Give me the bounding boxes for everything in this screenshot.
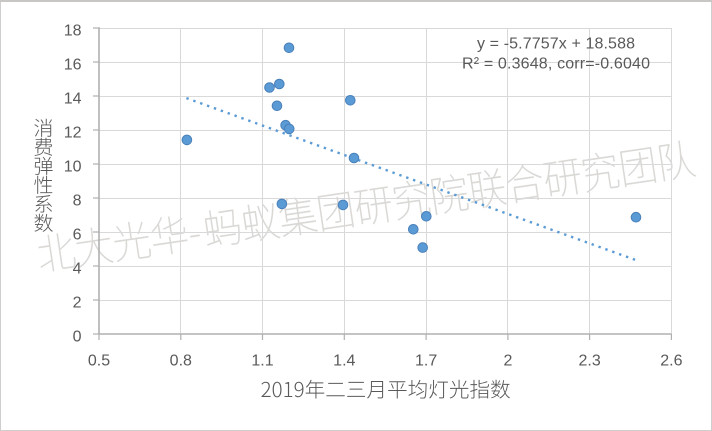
svg-text:1.1: 1.1 xyxy=(251,352,273,369)
svg-text:2: 2 xyxy=(73,295,82,312)
svg-text:R² = 0.3648, corr=-0.6040: R² = 0.3648, corr=-0.6040 xyxy=(462,56,650,73)
svg-text:0.5: 0.5 xyxy=(88,352,110,369)
svg-text:2.3: 2.3 xyxy=(578,352,600,369)
svg-text:10: 10 xyxy=(64,159,82,176)
svg-text:2.6: 2.6 xyxy=(660,352,682,369)
svg-text:12: 12 xyxy=(64,125,82,142)
svg-text:4: 4 xyxy=(73,261,82,278)
svg-text:18: 18 xyxy=(64,23,82,40)
svg-text:2: 2 xyxy=(503,352,512,369)
svg-text:0.8: 0.8 xyxy=(170,352,192,369)
svg-text:1.7: 1.7 xyxy=(415,352,437,369)
svg-text:1.4: 1.4 xyxy=(333,352,355,369)
svg-text:6: 6 xyxy=(73,227,82,244)
svg-text:8: 8 xyxy=(73,193,82,210)
svg-text:0: 0 xyxy=(73,329,82,346)
svg-text:16: 16 xyxy=(64,57,82,74)
svg-text:14: 14 xyxy=(64,91,82,108)
svg-text:y = -5.7757x + 18.588: y = -5.7757x + 18.588 xyxy=(477,36,635,53)
